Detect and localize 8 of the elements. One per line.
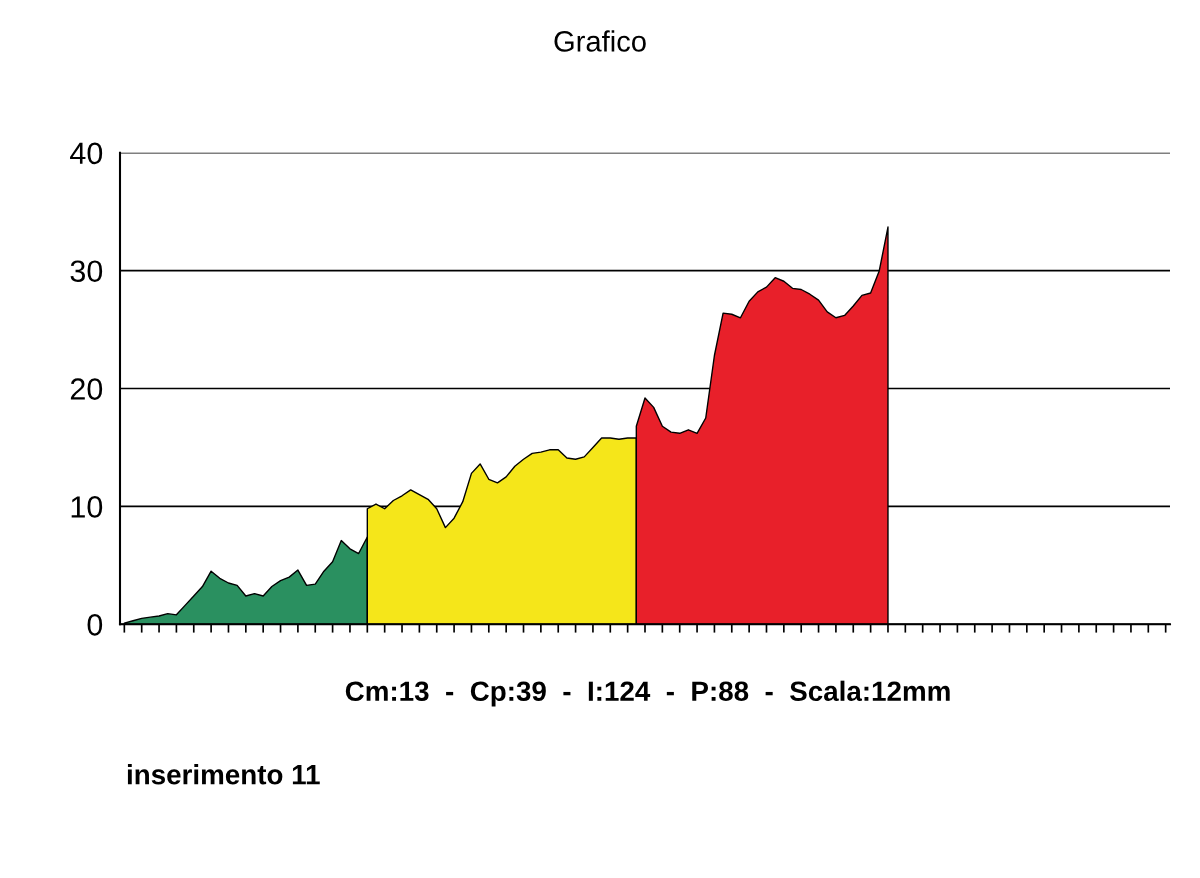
y-tick-label: 20 [70,378,103,400]
y-tick-label: 30 [70,260,103,283]
text: inserimento 11 [127,764,320,785]
chart-title: Grafico [554,30,646,52]
y-tick-label: 40 [70,142,103,165]
y-tick-label: 10 [71,496,103,518]
y-tick-label: 0 [87,613,103,636]
text: Cm:13 - Cp:39 - I:124 - P:88 - Scala:12mm [345,680,950,707]
